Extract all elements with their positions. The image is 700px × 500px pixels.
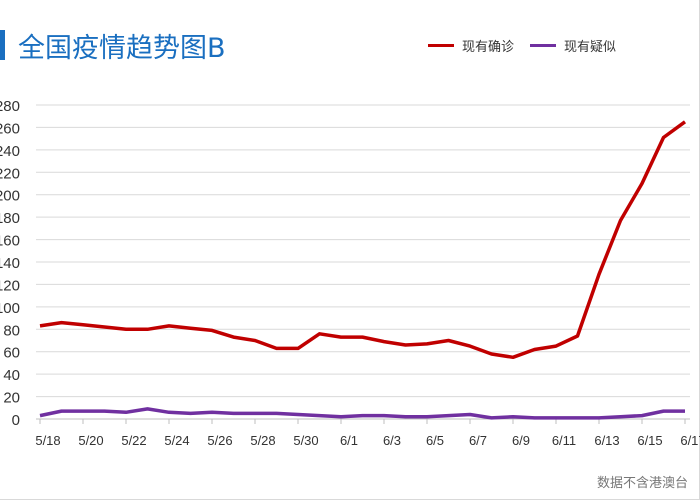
legend-swatch-confirmed [428,44,454,47]
x-tick-label: 6/17 [680,433,700,448]
y-tick-label: 120 [0,277,20,294]
x-tick-label: 6/3 [383,433,401,448]
legend-label-confirmed: 现有确诊 [462,40,515,55]
legend-item-confirmed: 现有确诊 [428,36,514,55]
x-tick-label: 6/7 [469,433,487,448]
x-tick-label: 5/18 [35,433,60,448]
x-tick-label: 5/24 [164,433,189,448]
y-tick-label: 280 [0,98,20,115]
footer-note: 数据不含港澳台 [596,476,688,491]
y-tick-label: 160 [0,233,20,250]
x-tick-label: 5/28 [250,433,275,448]
y-tick-label: 180 [0,210,20,227]
y-tick-label: 20 [3,390,20,407]
y-tick-label: 220 [0,165,20,182]
series-line-suspected [39,407,685,420]
x-tick-label: 5/20 [78,433,103,448]
legend-swatch-suspected [530,44,556,47]
chart-title: 全国疫情趋势图B [18,33,226,64]
x-tick-label: 6/13 [594,433,619,448]
legend-label-suspected: 现有疑似 [564,40,617,55]
x-tick-label: 6/1 [340,433,358,448]
y-tick-label: 200 [0,188,20,205]
y-tick-label: 100 [0,300,20,317]
legend-item-suspected: 现有疑似 [530,36,616,55]
y-tick-label: 0 [12,412,20,429]
y-tick-label: 240 [0,143,20,160]
x-tick-label: 6/15 [637,433,662,448]
y-tick-label: 80 [3,322,20,339]
x-tick-label: 5/26 [207,433,232,448]
x-tick-label: 6/5 [426,433,444,448]
x-tick-label: 5/30 [293,433,318,448]
x-tick-label: 6/9 [512,433,530,448]
x-tick-label: 6/11 [552,433,576,448]
title-accent-bar [0,30,5,60]
x-tick-label: 5/22 [121,433,146,448]
y-tick-label: 260 [0,120,20,137]
y-tick-label: 140 [0,255,20,272]
y-tick-label: 60 [3,345,20,362]
y-tick-label: 40 [3,367,20,384]
